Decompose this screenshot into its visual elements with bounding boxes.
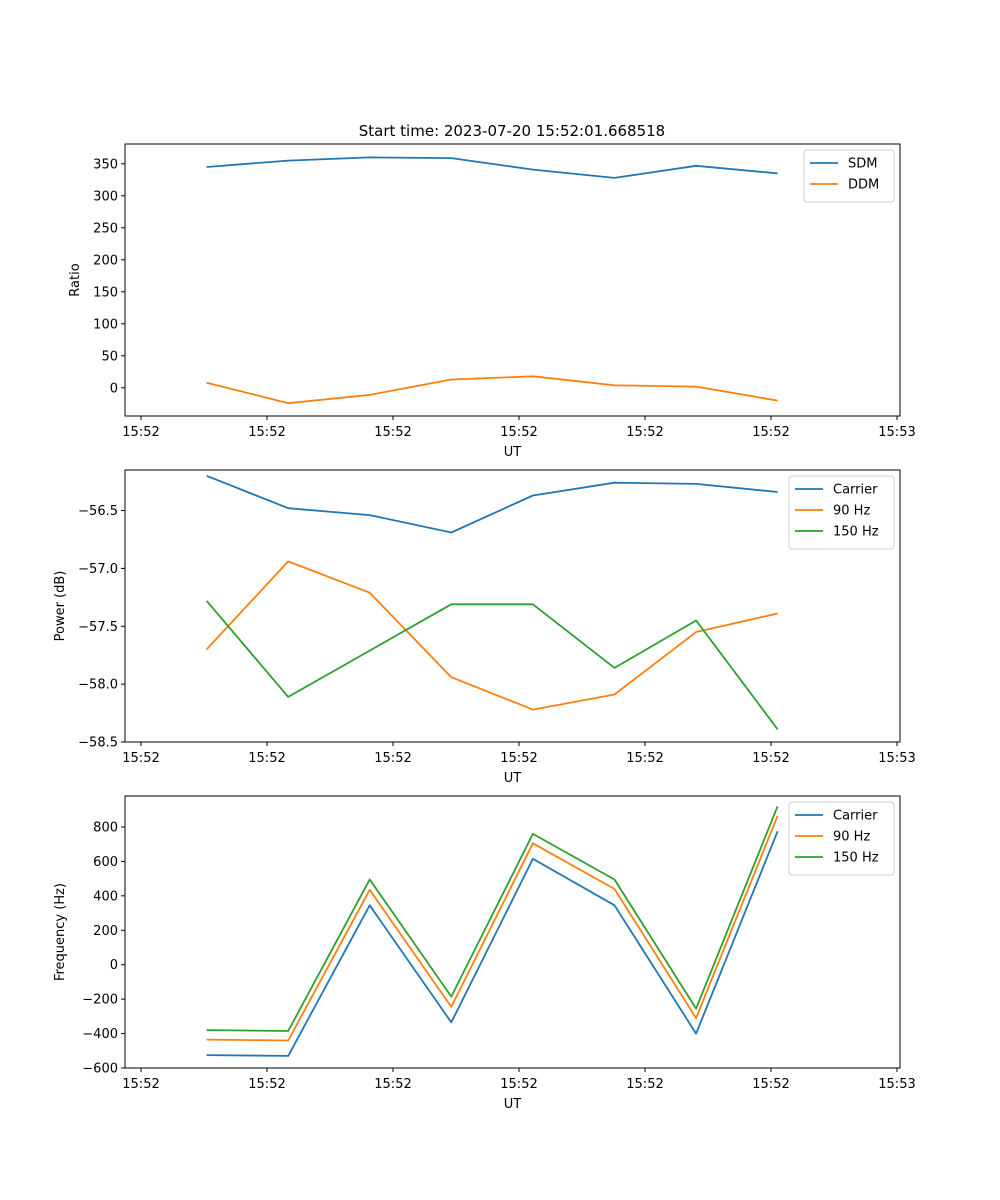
x-tick-label: 15:52 [752, 425, 789, 440]
y-tick-label: 600 [93, 855, 118, 870]
y-axis-label: Ratio [68, 263, 83, 296]
y-tick-label: 150 [93, 285, 118, 300]
y-tick-label: 200 [93, 924, 118, 939]
y-tick-label: 350 [93, 157, 118, 172]
y-tick-label: 800 [93, 820, 118, 835]
axes-frame [124, 795, 901, 1069]
legend: Carrier 90 Hz 150 Hz [788, 801, 895, 876]
legend-label: 150 Hz [833, 525, 879, 540]
legend-label: SDM [848, 157, 877, 172]
y-axis-label: Frequency (Hz) [53, 883, 68, 981]
y-tick-label: 100 [93, 317, 118, 332]
y-tick-label: 0 [110, 381, 118, 396]
chart-title: Start time: 2023-07-20 15:52:01.668518 [359, 122, 665, 140]
chart-panel-1: 15:52 15:52 15:52 15:52 15:52 15:52 15:53 0 50 10… [68, 143, 916, 460]
x-tick-label: 15:52 [500, 425, 537, 440]
series-line-carrier [206, 474, 778, 534]
x-tick-label: 15:52 [500, 751, 537, 766]
y-tick-label: 50 [101, 349, 118, 364]
legend-label: 150 Hz [833, 851, 879, 866]
x-tick-label: 15:52 [626, 425, 663, 440]
x-tick-label: 15:52 [374, 751, 411, 766]
y-tick-label: 200 [93, 253, 118, 268]
y-axis-label: Power (dB) [53, 571, 68, 642]
legend-label: 90 Hz [833, 830, 870, 845]
x-tick-label: 15:53 [878, 425, 915, 440]
y-tick-label: 0 [110, 958, 118, 973]
series-line-carrier [206, 830, 779, 1057]
chart-panel-2: 15:52 15:52 15:52 15:52 15:52 15:52 15:53 −58.5… [53, 469, 916, 786]
y-tick-label: −400 [82, 1027, 118, 1042]
y-tick-label: −600 [82, 1062, 118, 1077]
x-tick-label: 15:52 [752, 751, 789, 766]
series-line-150-hz [206, 805, 779, 1032]
legend: Carrier 90 Hz 150 Hz [788, 475, 895, 550]
y-tick-label: 250 [93, 221, 118, 236]
x-axis-label: UT [504, 1097, 522, 1112]
x-tick-label: 15:52 [374, 425, 411, 440]
y-tick-label: −58.0 [78, 678, 118, 693]
x-tick-label: 15:52 [248, 1077, 285, 1092]
axes-frame [124, 143, 901, 417]
x-tick-label: 15:52 [626, 751, 663, 766]
axes-frame [124, 469, 901, 743]
series-line-150-hz [205, 600, 779, 730]
legend-label: 90 Hz [833, 504, 870, 519]
x-tick-label: 15:52 [248, 425, 285, 440]
x-tick-label: 15:52 [374, 1077, 411, 1092]
x-axis-label: UT [504, 445, 522, 460]
x-axis-label: UT [504, 771, 522, 786]
x-tick-label: 15:52 [122, 751, 159, 766]
legend-label: Carrier [833, 483, 878, 498]
x-tick-label: 15:53 [878, 751, 915, 766]
y-tick-label: −57.5 [78, 620, 118, 635]
x-tick-label: 15:52 [626, 1077, 663, 1092]
y-tick-label: 300 [93, 189, 118, 204]
y-tick-label: 400 [93, 889, 118, 904]
y-tick-label: −200 [82, 993, 118, 1008]
series-line-90-hz [205, 560, 778, 711]
y-tick-label: −56.5 [78, 504, 118, 519]
x-tick-label: 15:52 [122, 1077, 159, 1092]
x-tick-label: 15:52 [248, 751, 285, 766]
x-tick-label: 15:52 [122, 425, 159, 440]
legend-label: DDM [848, 178, 879, 193]
chart-panel-3: 15:52 15:52 15:52 15:52 15:52 15:52 15:53 −600 −… [53, 795, 916, 1112]
legend: SDM DDM [803, 149, 895, 203]
legend-label: Carrier [833, 809, 878, 824]
series-line-ddm [206, 375, 778, 405]
y-tick-label: −58.5 [78, 736, 118, 751]
x-tick-label: 15:52 [500, 1077, 537, 1092]
y-tick-label: −57.0 [78, 562, 118, 577]
series-line-sdm [206, 156, 778, 179]
x-tick-label: 15:52 [752, 1077, 789, 1092]
x-tick-label: 15:53 [878, 1077, 915, 1092]
series-line-90-hz [206, 815, 779, 1042]
